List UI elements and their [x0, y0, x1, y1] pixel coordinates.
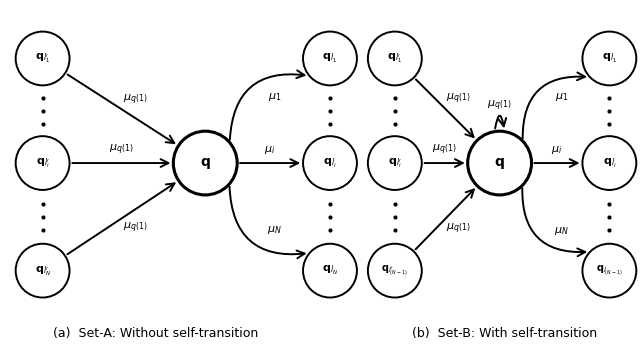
- Text: $\mu_i$: $\mu_i$: [551, 144, 563, 156]
- Text: $\mu_{q(1)}$: $\mu_{q(1)}$: [109, 143, 134, 157]
- Text: $\mathbf{q}_{l_1}$: $\mathbf{q}_{l_1}$: [602, 52, 617, 65]
- Text: $\mu_{q(1)}$: $\mu_{q(1)}$: [446, 221, 470, 236]
- Circle shape: [368, 244, 422, 298]
- Text: $\mu_{q(1)}$: $\mu_{q(1)}$: [122, 92, 147, 107]
- Text: $\mathbf{q}_{l_1^\prime}$: $\mathbf{q}_{l_1^\prime}$: [35, 52, 50, 65]
- Circle shape: [303, 136, 357, 190]
- Circle shape: [15, 244, 70, 298]
- Text: $\mathbf{q}_{l_N}$: $\mathbf{q}_{l_N}$: [322, 264, 338, 277]
- Circle shape: [582, 136, 636, 190]
- Text: (b)  Set-B: With self-transition: (b) Set-B: With self-transition: [412, 327, 597, 340]
- Circle shape: [303, 244, 357, 298]
- Text: $\mu_i$: $\mu_i$: [264, 144, 276, 156]
- Text: $\mu_N$: $\mu_N$: [554, 225, 569, 237]
- Text: $\mu_{q(1)}$: $\mu_{q(1)}$: [123, 221, 147, 235]
- Text: $\mathbf{q}_{l_1}$: $\mathbf{q}_{l_1}$: [323, 52, 337, 65]
- Text: $\mathbf{q}$: $\mathbf{q}$: [494, 156, 505, 170]
- Text: $\mathbf{q}_{l_i}$: $\mathbf{q}_{l_i}$: [323, 156, 337, 169]
- Text: $\mathbf{q}_{l_{(N-1)}}$: $\mathbf{q}_{l_{(N-1)}}$: [596, 264, 623, 278]
- Text: $\mu_{q(1)}$: $\mu_{q(1)}$: [446, 92, 470, 106]
- Text: $\mathbf{q}_{l_{(N-1)}^\prime}$: $\mathbf{q}_{l_{(N-1)}^\prime}$: [381, 263, 408, 278]
- Text: $\mathbf{q}_{l_i^\prime}$: $\mathbf{q}_{l_i^\prime}$: [388, 156, 402, 170]
- Text: $\mu_1$: $\mu_1$: [268, 91, 281, 103]
- FancyArrowPatch shape: [495, 116, 506, 128]
- Text: $\mu_N$: $\mu_N$: [267, 225, 282, 237]
- Text: $\mu_1$: $\mu_1$: [554, 91, 568, 103]
- Circle shape: [582, 31, 636, 85]
- Text: $\mathbf{q}_{l_i^\prime}$: $\mathbf{q}_{l_i^\prime}$: [35, 156, 50, 170]
- Circle shape: [303, 31, 357, 85]
- Circle shape: [15, 31, 70, 85]
- Circle shape: [468, 131, 532, 195]
- Text: $\mathbf{q}$: $\mathbf{q}$: [200, 156, 211, 170]
- Text: $\mathbf{q}_{l_N^\prime}$: $\mathbf{q}_{l_N^\prime}$: [35, 264, 51, 277]
- Circle shape: [368, 136, 422, 190]
- Circle shape: [368, 31, 422, 85]
- Text: $\mu_{q(1)}$: $\mu_{q(1)}$: [487, 99, 512, 113]
- Circle shape: [173, 131, 237, 195]
- Text: $\mathbf{q}_{l_1^\prime}$: $\mathbf{q}_{l_1^\prime}$: [387, 52, 403, 65]
- Text: (a)  Set-A: Without self-transition: (a) Set-A: Without self-transition: [52, 327, 258, 340]
- Circle shape: [15, 136, 70, 190]
- Text: $\mu_{q(1)}$: $\mu_{q(1)}$: [433, 143, 457, 157]
- Circle shape: [582, 244, 636, 298]
- Text: $\mathbf{q}_{l_i}$: $\mathbf{q}_{l_i}$: [602, 156, 616, 169]
